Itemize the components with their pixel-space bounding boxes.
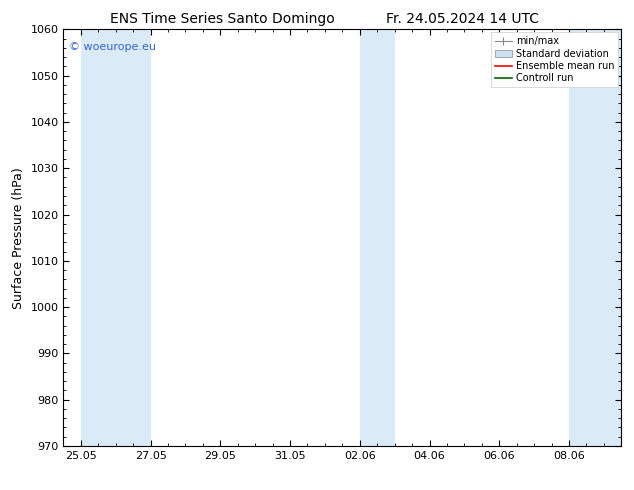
Text: ENS Time Series Santo Domingo: ENS Time Series Santo Domingo [110,12,334,26]
Text: © woeurope.eu: © woeurope.eu [69,42,156,52]
Bar [359,29,394,446]
Legend: min/max, Standard deviation, Ensemble mean run, Controll run: min/max, Standard deviation, Ensemble me… [491,32,618,87]
Y-axis label: Surface Pressure (hPa): Surface Pressure (hPa) [12,167,25,309]
Text: Fr. 24.05.2024 14 UTC: Fr. 24.05.2024 14 UTC [386,12,540,26]
Bar [569,29,621,446]
Bar [81,29,150,446]
